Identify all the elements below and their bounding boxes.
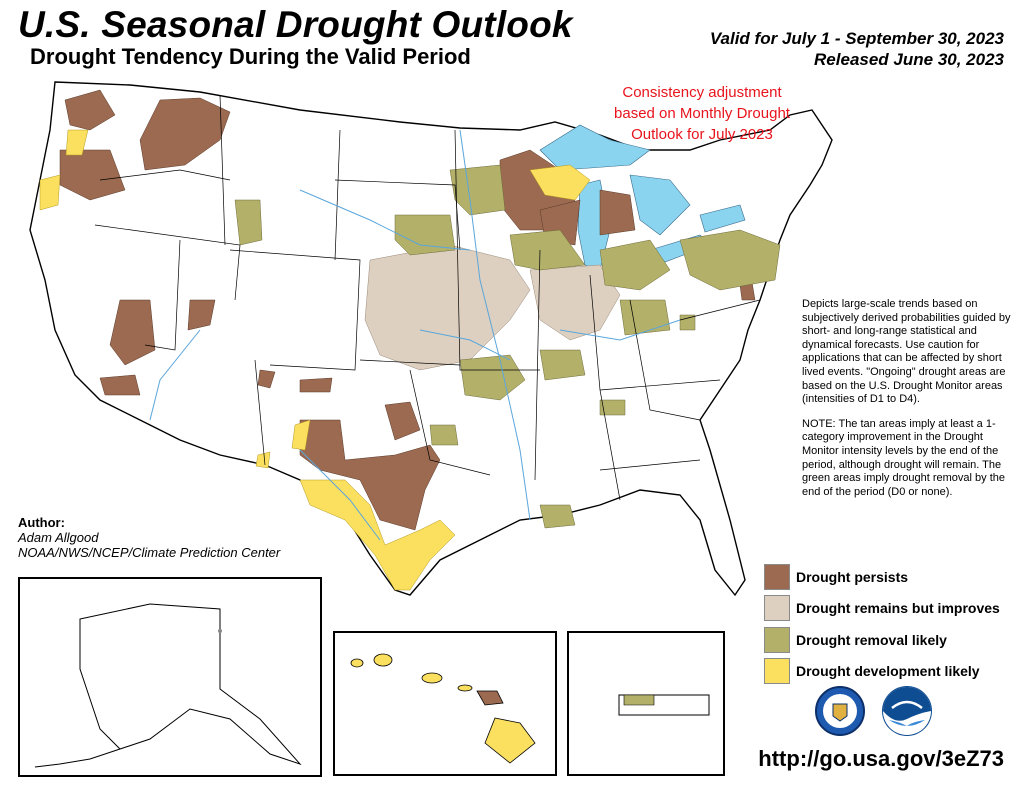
author-label: Author:	[18, 515, 65, 530]
puerto-rico-inset	[567, 631, 725, 776]
author-block: Author: Adam Allgood NOAA/NWS/NCEP/Clima…	[18, 515, 280, 560]
alaska-inset	[18, 577, 322, 777]
legend-swatch-persists	[764, 563, 790, 590]
state-borders	[94, 94, 761, 501]
author-name: Adam Allgood	[18, 530, 99, 545]
consistency-note: Consistency adjustment based on Monthly …	[614, 84, 790, 143]
rivers	[149, 129, 681, 541]
noaa-logo-icon	[882, 686, 932, 736]
validity-block: Valid for July 1 - September 30, 2023 Re…	[710, 28, 1004, 70]
notes-paragraph-2: NOTE: The tan areas imply at least a 1-c…	[802, 417, 1005, 498]
legend-swatch-improves	[764, 595, 790, 622]
release-date: Released June 30, 2023	[814, 50, 1004, 69]
legend: Drought persists Drought remains but imp…	[764, 561, 1000, 687]
page-subtitle: Drought Tendency During the Valid Period	[30, 44, 471, 69]
url-link[interactable]: http://go.usa.gov/3eZ73	[758, 746, 1004, 771]
legend-item-persists: Drought persists	[764, 561, 1000, 593]
hawaii-map	[350, 653, 536, 764]
legend-swatch-removal	[764, 626, 790, 653]
valid-period: Valid for July 1 - September 30, 2023	[709, 29, 1004, 48]
drought-removal-areas	[234, 164, 781, 529]
author-org: NOAA/NWS/NCEP/Climate Prediction Center	[18, 545, 281, 560]
legend-label-development: Drought development likely	[796, 663, 980, 680]
legend-label-removal: Drought removal likely	[796, 631, 947, 648]
alaska-map	[34, 603, 302, 768]
hawaii-inset	[333, 631, 557, 776]
legend-swatch-development	[764, 658, 790, 685]
drought-improves-areas	[364, 244, 621, 371]
legend-item-development: Drought development likely	[764, 656, 1000, 688]
legend-label-improves: Drought remains but improves	[796, 600, 1000, 617]
legend-item-removal: Drought removal likely	[764, 624, 1000, 656]
page-title: U.S. Seasonal Drought Outlook	[18, 4, 573, 45]
drought-development-areas	[39, 129, 591, 591]
notes-block: Depicts large-scale trends based on subj…	[802, 298, 1016, 510]
notes-paragraph-1: Depicts large-scale trends based on subj…	[802, 298, 1011, 406]
legend-item-improves: Drought remains but improves	[764, 593, 1000, 625]
noaa-doc-seal-icon	[815, 686, 865, 736]
legend-label-persists: Drought persists	[796, 568, 909, 585]
puerto-rico-map	[618, 694, 710, 716]
